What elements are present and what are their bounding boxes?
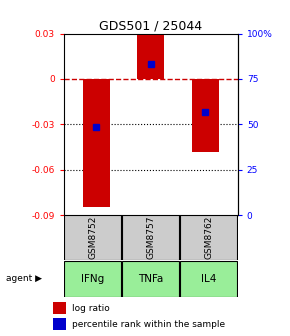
Text: log ratio: log ratio	[72, 304, 109, 313]
Text: agent ▶: agent ▶	[6, 275, 42, 283]
Bar	[83, 79, 110, 208]
Title: GDS501 / 25044: GDS501 / 25044	[99, 19, 202, 33]
Text: GSM8762: GSM8762	[204, 216, 213, 259]
Bar	[64, 215, 121, 260]
Bar	[64, 261, 121, 297]
Text: GSM8752: GSM8752	[88, 216, 97, 259]
Bar	[122, 215, 179, 260]
Text: TNFa: TNFa	[138, 274, 164, 284]
Text: GSM8757: GSM8757	[146, 216, 155, 259]
Text: IFNg: IFNg	[81, 274, 104, 284]
Bar	[192, 79, 219, 152]
Bar	[180, 215, 237, 260]
Bar	[53, 318, 66, 330]
Text: IL4: IL4	[201, 274, 217, 284]
Bar	[122, 261, 179, 297]
Bar	[180, 261, 237, 297]
Text: percentile rank within the sample: percentile rank within the sample	[72, 320, 225, 329]
Bar	[137, 35, 164, 79]
Bar	[53, 302, 66, 314]
